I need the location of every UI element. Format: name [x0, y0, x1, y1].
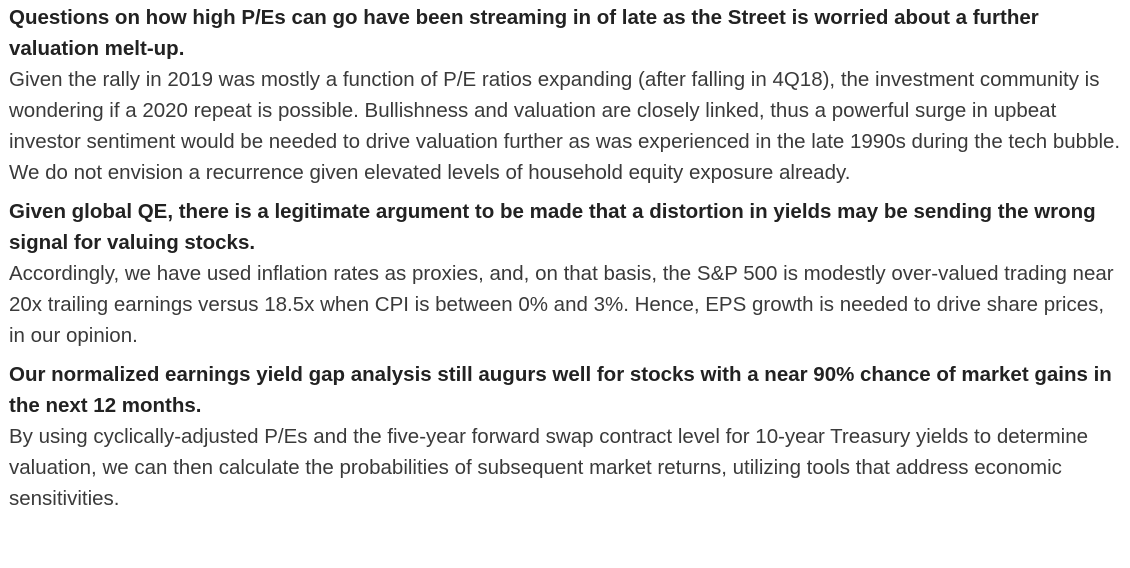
section-body: Given the rally in 2019 was mostly a fun…: [9, 68, 1121, 184]
section-heading: Given global QE, there is a legitimate a…: [9, 200, 1096, 254]
document-page: Questions on how high P/Es can go have b…: [9, 2, 1124, 522]
section-body: Accordingly, we have used inflation rate…: [9, 262, 1114, 347]
section-heading: Questions on how high P/Es can go have b…: [9, 6, 1039, 60]
section-pe-melt-up: Questions on how high P/Es can go have b…: [9, 2, 1124, 188]
section-body: By using cyclically-adjusted P/Es and th…: [9, 425, 1089, 510]
section-global-qe: Given global QE, there is a legitimate a…: [9, 196, 1124, 351]
section-heading: Our normalized earnings yield gap analys…: [9, 363, 1112, 417]
section-earnings-yield-gap: Our normalized earnings yield gap analys…: [9, 359, 1124, 514]
